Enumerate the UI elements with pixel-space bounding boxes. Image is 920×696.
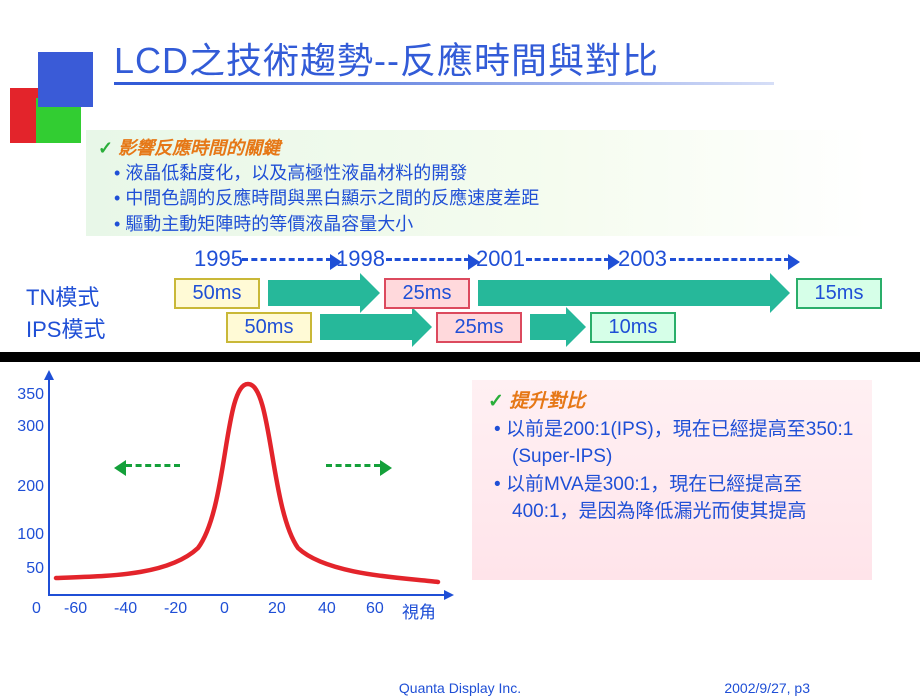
y-tick: 50 — [10, 560, 44, 578]
bullets-heading: 影響反應時間的關鍵 — [98, 136, 858, 161]
tn-label: TN模式 — [26, 280, 99, 312]
x-tick: 0 — [32, 600, 41, 618]
ms-box: 15ms — [796, 278, 882, 309]
timeline-dashed-arrow — [526, 258, 610, 261]
flow-arrow — [530, 314, 568, 340]
flow-arrow — [268, 280, 362, 306]
spread-arrow-right — [326, 464, 380, 467]
bullet-item: 驅動主動矩陣時的等價液晶容量大小 — [114, 212, 858, 237]
bullet-item: 中間色調的反應時間與黑白顯示之間的反應速度差距 — [114, 186, 858, 211]
ips-label: IPS模式 — [26, 312, 105, 344]
year-label: 1998 — [336, 246, 385, 272]
viewing-angle-chart: 350 300 200 100 50 0 -60 -40 -20 0 20 40… — [6, 370, 456, 630]
x-tick: -60 — [64, 600, 87, 618]
contrast-item: 以前是200:1(IPS)，現在已經提高至350:1 (Super-IPS) — [494, 416, 858, 471]
timeline: 1995 1998 2001 2003 TN模式 IPS模式 50ms 25ms… — [20, 240, 900, 360]
ms-box: 25ms — [436, 312, 522, 343]
ms-box: 10ms — [590, 312, 676, 343]
footer-date: 2002/9/27, p3 — [724, 680, 810, 696]
page-title: LCD之技術趨勢--反應時間與對比 — [114, 32, 659, 84]
y-tick: 300 — [10, 418, 44, 436]
flow-arrow — [478, 280, 772, 306]
response-time-bullets: 影響反應時間的關鍵 液晶低黏度化，以及高極性液晶材料的開發 中間色調的反應時間與… — [86, 130, 870, 236]
x-axis — [48, 594, 446, 596]
x-tick: -20 — [164, 600, 187, 618]
flow-arrow — [320, 314, 414, 340]
x-tick: 60 — [366, 600, 384, 618]
x-axis-label: 視角 — [402, 598, 436, 623]
x-tick: 40 — [318, 600, 336, 618]
logo-blue — [38, 52, 93, 107]
timeline-dashed-arrow — [386, 258, 470, 261]
bullet-item: 液晶低黏度化，以及高極性液晶材料的開發 — [114, 161, 858, 186]
contrast-box: 提升對比 以前是200:1(IPS)，現在已經提高至350:1 (Super-I… — [472, 380, 872, 580]
curve-path — [56, 384, 438, 582]
ms-box: 50ms — [174, 278, 260, 309]
ms-box: 50ms — [226, 312, 312, 343]
ms-box: 25ms — [384, 278, 470, 309]
y-tick: 100 — [10, 526, 44, 544]
timeline-dashed-arrow — [670, 258, 790, 261]
year-label: 2001 — [476, 246, 525, 272]
contrast-item: 以前MVA是300:1，現在已經提高至400:1，是因為降低漏光而使其提高 — [494, 471, 858, 526]
x-tick: -40 — [114, 600, 137, 618]
y-tick: 350 — [10, 386, 44, 404]
year-label: 2003 — [618, 246, 667, 272]
x-tick: 20 — [268, 600, 286, 618]
year-label: 1995 — [194, 246, 243, 272]
logo — [10, 38, 90, 128]
x-tick: 0 — [220, 600, 229, 618]
y-tick: 200 — [10, 478, 44, 496]
contrast-heading: 提升對比 — [488, 388, 858, 416]
title-underline — [114, 82, 774, 85]
section-divider — [0, 352, 920, 362]
timeline-dashed-arrow — [242, 258, 332, 261]
spread-arrow-left — [126, 464, 180, 467]
contrast-curve — [48, 378, 446, 594]
